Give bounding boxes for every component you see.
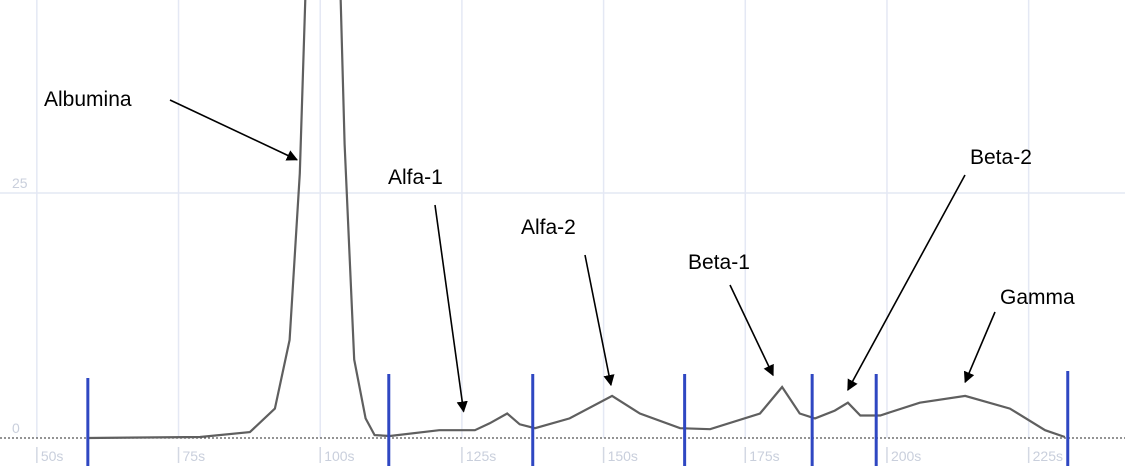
x-tick-label: 175s [749, 448, 779, 464]
x-tick-label: 100s [324, 448, 354, 464]
x-tick-label: 75s [183, 448, 206, 464]
annotation-label: Alfa-2 [521, 216, 576, 239]
y-tick-label: 0 [12, 420, 20, 436]
x-tick-label: 200s [891, 448, 921, 464]
annotation-arrow [729, 284, 774, 377]
y-tick-label: 25 [12, 175, 28, 191]
annotation-arrow [169, 99, 298, 161]
x-tick-label: 50s [41, 448, 64, 464]
annotation-arrow [963, 311, 996, 384]
annotation-label: Alfa-1 [388, 166, 443, 189]
x-tick-label: 125s [466, 448, 496, 464]
annotation-label: Albumina [44, 88, 132, 111]
annotation-arrow [584, 254, 615, 387]
annotation-label: Beta-2 [970, 146, 1032, 169]
x-tick-label: 225s [1033, 448, 1063, 464]
annotation-arrow [847, 174, 966, 391]
annotation-label: Beta-1 [688, 251, 750, 274]
trace-line [87, 0, 1066, 440]
annotation-label: Gamma [1000, 286, 1075, 309]
x-tick-label: 150s [608, 448, 638, 464]
annotation-arrow [434, 204, 468, 413]
